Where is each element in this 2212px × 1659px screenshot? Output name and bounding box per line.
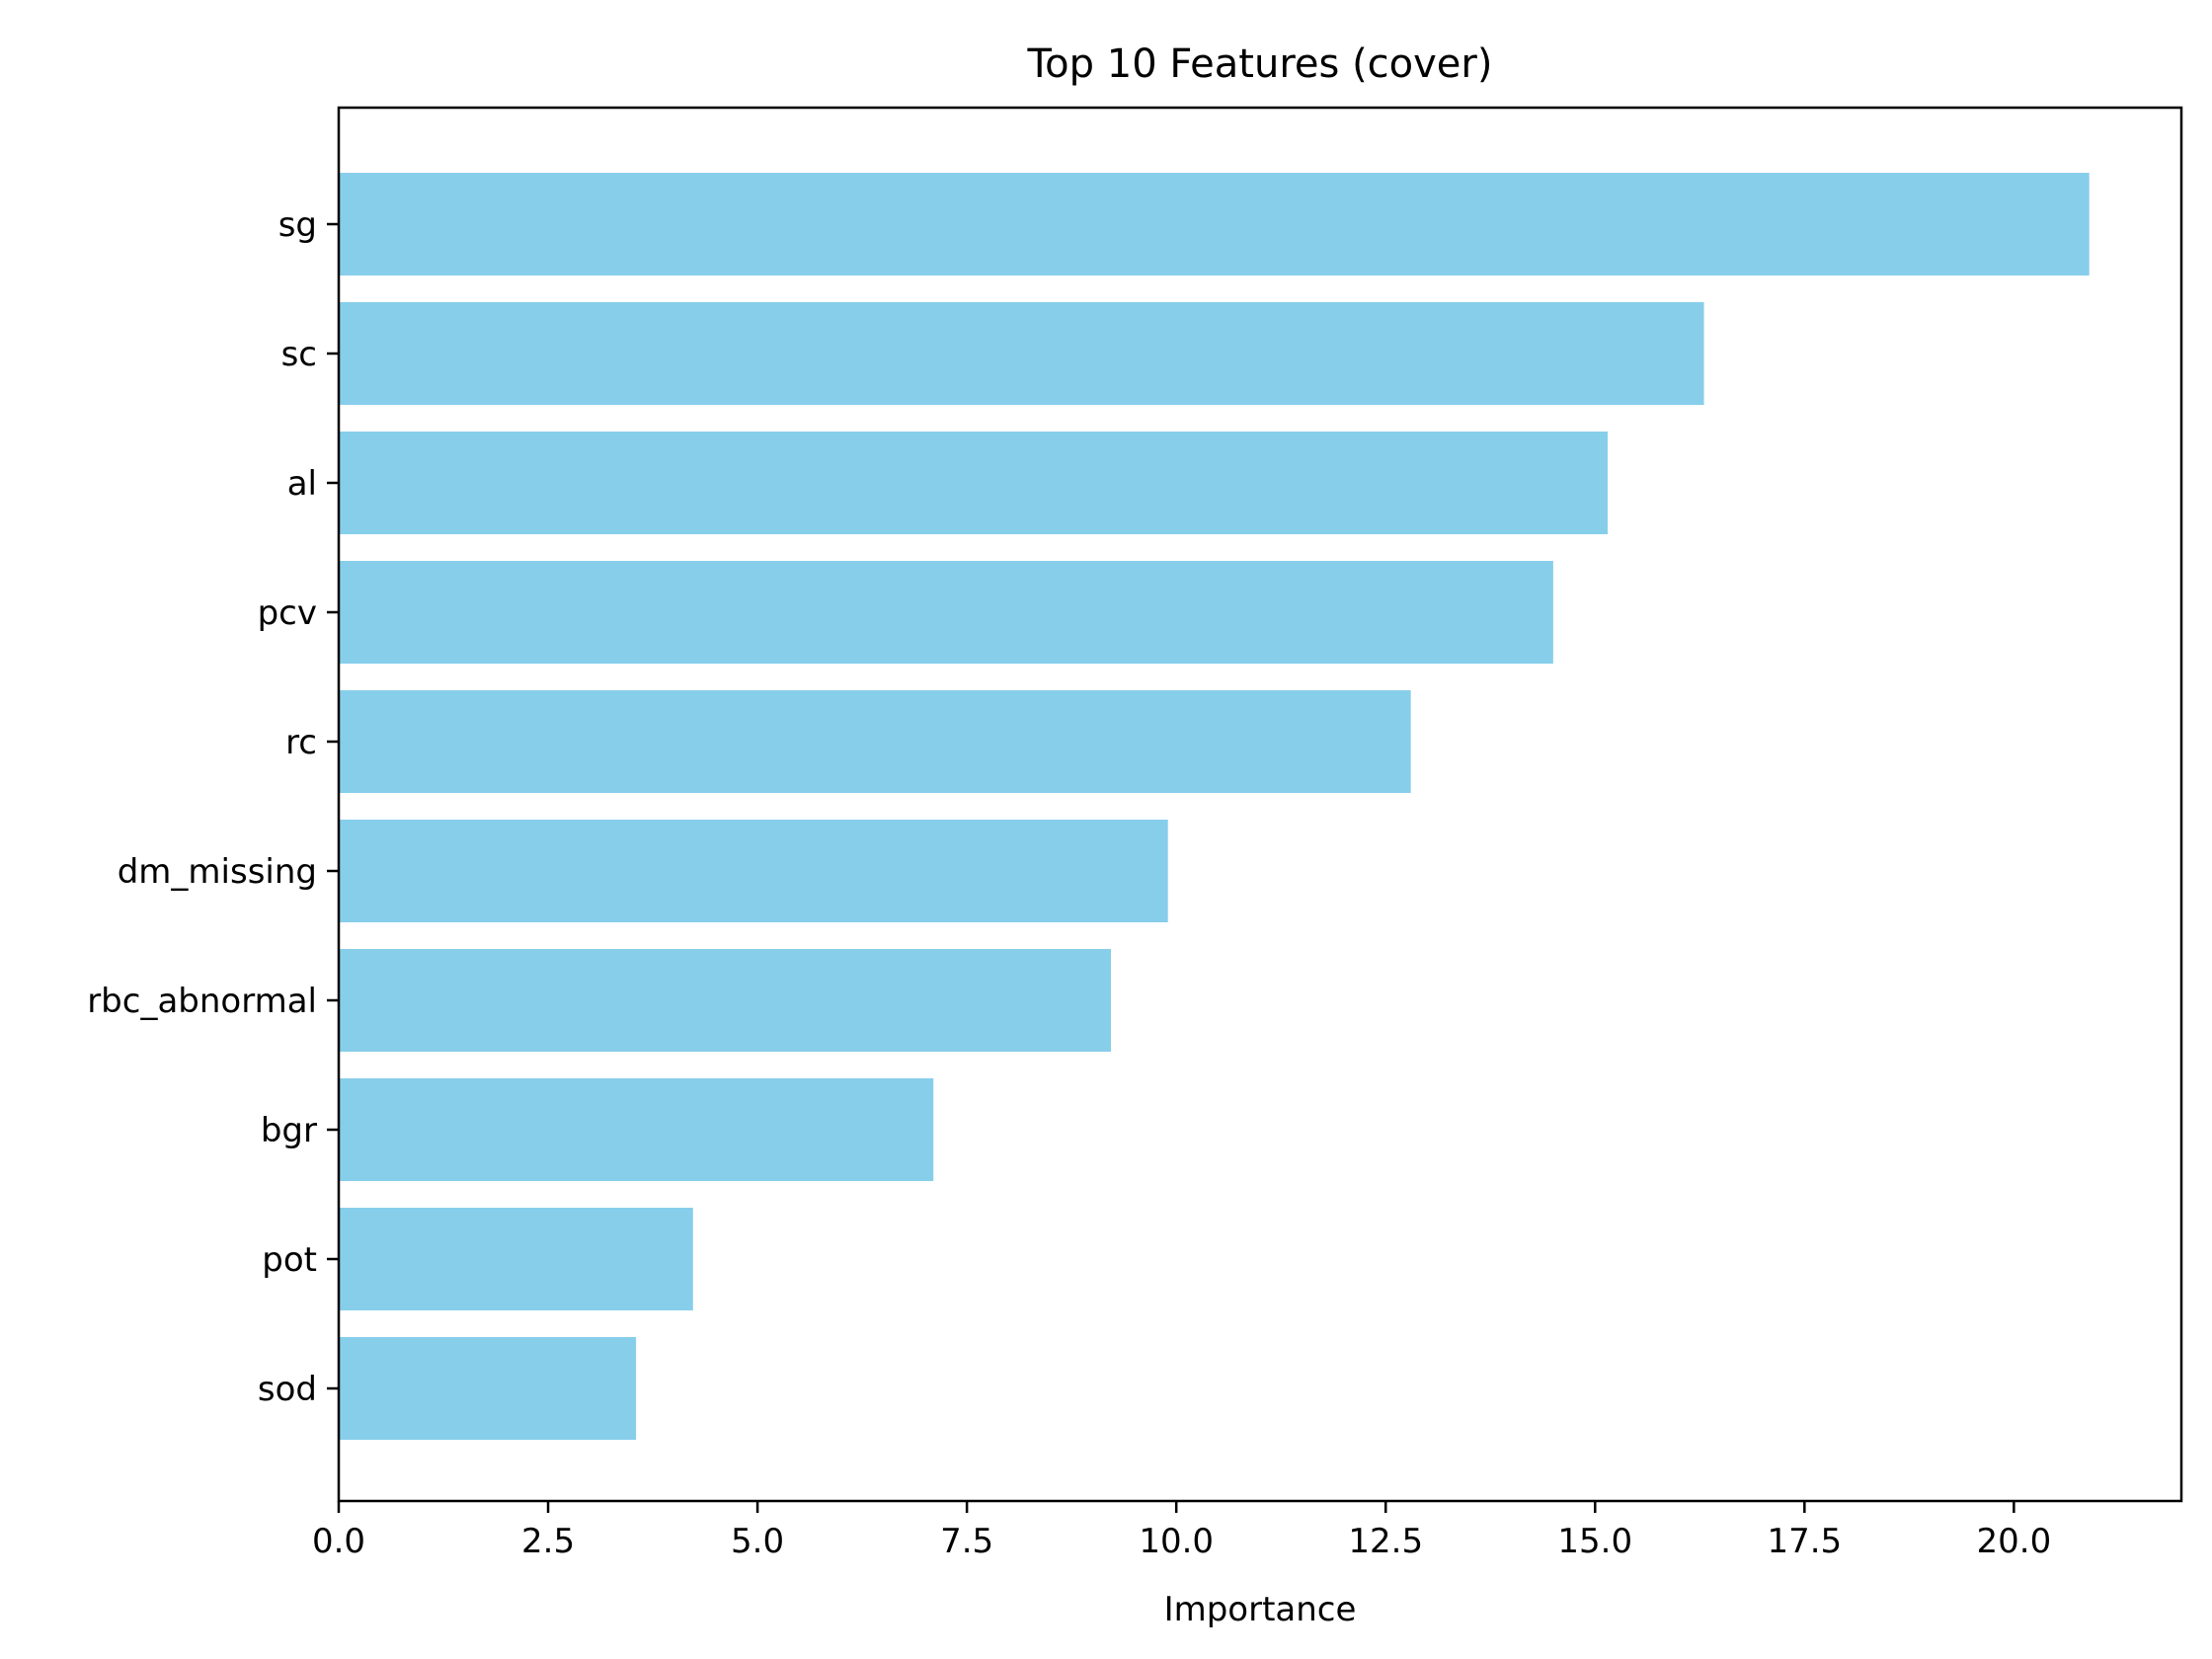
x-tick-label: 5.0	[731, 1522, 784, 1561]
x-tick-label: 2.5	[521, 1522, 575, 1561]
y-tick-label-rc: rc	[285, 723, 317, 762]
y-tick-label-rbc_abnormal: rbc_abnormal	[87, 982, 317, 1021]
x-tick-label: 7.5	[940, 1522, 993, 1561]
plot-frame	[337, 106, 2183, 1503]
x-axis-label: Importance	[1164, 1590, 1357, 1629]
bar-pcv	[339, 561, 1553, 664]
y-tick-label-bgr: bgr	[261, 1111, 317, 1150]
y-tick-label-pcv: pcv	[258, 593, 317, 633]
x-tick-label: 20.0	[1977, 1522, 2052, 1561]
x-tick-label: 10.0	[1139, 1522, 1214, 1561]
x-axis: 0.0 2.5 5.0 7.5 10.0 12.5 15.0 17.5 20.0	[312, 1501, 2051, 1561]
y-tick-label-sc: sc	[281, 335, 317, 374]
x-tick-label: 17.5	[1767, 1522, 1842, 1561]
bar-bgr	[339, 1078, 934, 1181]
y-tick-label-dm_missing: dm_missing	[118, 852, 317, 892]
y-tick-label-al: al	[287, 464, 317, 504]
bar-sod	[339, 1337, 637, 1440]
bars-layer	[339, 173, 2090, 1440]
y-tick-label-pot: pot	[262, 1240, 317, 1280]
bar-pot	[339, 1208, 693, 1310]
bar-rc	[339, 690, 1411, 793]
bar-sg	[339, 173, 2090, 276]
x-tick-label: 0.0	[312, 1522, 365, 1561]
y-tick-label-sg: sg	[278, 205, 317, 245]
chart-title: Top 10 Features (cover)	[1027, 41, 1493, 87]
x-tick-label: 12.5	[1348, 1522, 1423, 1561]
bar-rbc_abnormal	[339, 949, 1112, 1052]
y-tick-label-sod: sod	[258, 1370, 317, 1409]
x-tick-label: 15.0	[1557, 1522, 1632, 1561]
bar-al	[339, 432, 1608, 534]
bar-sc	[339, 302, 1704, 405]
bar-dm_missing	[339, 820, 1168, 922]
